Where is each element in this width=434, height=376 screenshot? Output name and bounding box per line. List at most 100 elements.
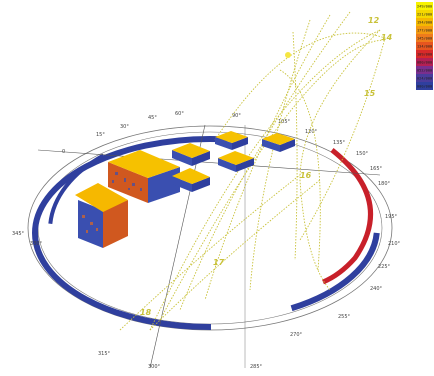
building-wall-front (262, 139, 280, 152)
sun-path-arc (119, 174, 301, 331)
legend-swatch (416, 26, 433, 34)
legend-label: 194/000 (417, 20, 432, 24)
sun-path-arc (249, 19, 311, 291)
building-wall-side (236, 158, 254, 172)
legend-swatch (416, 74, 433, 82)
legend-swatch (416, 18, 433, 26)
compass-label: 180° (378, 181, 391, 187)
building-roof (262, 133, 295, 145)
building-wall-side (192, 177, 210, 192)
building-wall-side (103, 200, 128, 248)
legend-swatch (416, 82, 433, 90)
compass-label: 240° (370, 286, 383, 292)
sun-path-arc (204, 14, 331, 301)
building-texture (82, 215, 98, 233)
sun-path-arc (299, 29, 381, 291)
legend-swatch (416, 66, 433, 74)
compass-label: 150° (356, 151, 369, 157)
hour-label: 15 (364, 89, 376, 98)
compass-label: 225° (378, 264, 391, 270)
legend-label: 249/000 (417, 4, 432, 8)
compass-label: 270° (290, 332, 303, 338)
ring-band-red (322, 148, 373, 285)
legend-swatch (416, 58, 433, 66)
building-wall-side (280, 139, 295, 152)
hour-label: 16 (300, 171, 312, 180)
legend-swatch (416, 50, 433, 58)
compass-label: 285° (250, 364, 263, 370)
building-roof (75, 183, 128, 212)
compass-label: 60° (175, 111, 184, 117)
building-center-3 (172, 168, 210, 192)
building-center-2 (215, 131, 248, 150)
compass-label: 105° (278, 119, 291, 125)
legend-label: 145/000 (417, 36, 432, 40)
compass-labels: 015°30°45°60°90°105°120°135°150°165°180°… (12, 111, 401, 370)
legend-label: 221/000 (417, 12, 432, 16)
building-wall-front (172, 150, 192, 166)
buildings (75, 131, 295, 248)
sun-path-arc (279, 69, 321, 271)
compass-label: 165° (370, 166, 383, 172)
hour-label: 18 (140, 308, 152, 317)
legend-swatch (416, 10, 433, 18)
sun-path-arc (214, 32, 386, 241)
hour-label: 14 (381, 33, 393, 42)
building-center-1 (172, 143, 210, 166)
building-center-4 (218, 151, 254, 172)
compass-label: 45° (148, 115, 157, 121)
axis-line (37, 149, 381, 176)
legend-swatch (416, 2, 433, 10)
outer-ring (27, 125, 393, 331)
building-roof (218, 151, 254, 165)
sun-path-arc (149, 29, 381, 331)
legend-label: 177/000 (417, 28, 432, 32)
compass-label: 330° (30, 241, 43, 247)
hour-label: 12 (368, 16, 380, 25)
building-roof (108, 150, 180, 178)
compass-label: 345° (12, 231, 25, 237)
compass-ring (27, 125, 393, 332)
hour-label: 17 (213, 258, 225, 267)
building-wall-front (215, 137, 232, 150)
sun-path-arcs (119, 11, 386, 331)
legend-label: 134/000 (417, 44, 432, 48)
compass-label: 135° (333, 140, 346, 146)
building-roof (172, 143, 210, 158)
compass-label: 300° (148, 364, 161, 370)
sun-path-arc (149, 179, 321, 331)
compass-label: 90° (232, 113, 241, 119)
sun-marker (285, 52, 291, 58)
building-roof (172, 168, 210, 184)
building-wall-front (172, 176, 192, 192)
axis-line (149, 124, 206, 369)
legend-label: 052/000 (417, 68, 432, 72)
legend-swatch (416, 42, 433, 50)
legend-label: 080/000 (417, 60, 432, 64)
building-west-large (108, 150, 180, 203)
building-southwest-large (75, 183, 128, 248)
axis-lines (37, 124, 381, 369)
color-legend: 249/000 221/000 194/000 177/000 145/000 134/0… (416, 2, 433, 90)
legend-label: 024/000 (417, 76, 432, 80)
building-wall-side (192, 151, 210, 166)
compass-label: 30° (120, 124, 129, 130)
compass-label: 15° (96, 132, 105, 138)
building-texture (112, 172, 142, 191)
building-east (262, 133, 295, 152)
compass-label: 315° (98, 351, 111, 357)
legend-swatch (416, 34, 433, 42)
compass-label: 210° (388, 241, 401, 247)
sun-path-arc (179, 11, 351, 311)
sun-path-arc (159, 39, 386, 321)
legend-label: 000/000 (417, 84, 432, 88)
ring-band-blue (32, 136, 388, 330)
building-roof (215, 131, 248, 143)
compass-label: 255° (338, 314, 351, 320)
building-wall-front (218, 158, 236, 172)
building-wall-side (232, 137, 248, 150)
compass-label: 120° (305, 129, 318, 135)
